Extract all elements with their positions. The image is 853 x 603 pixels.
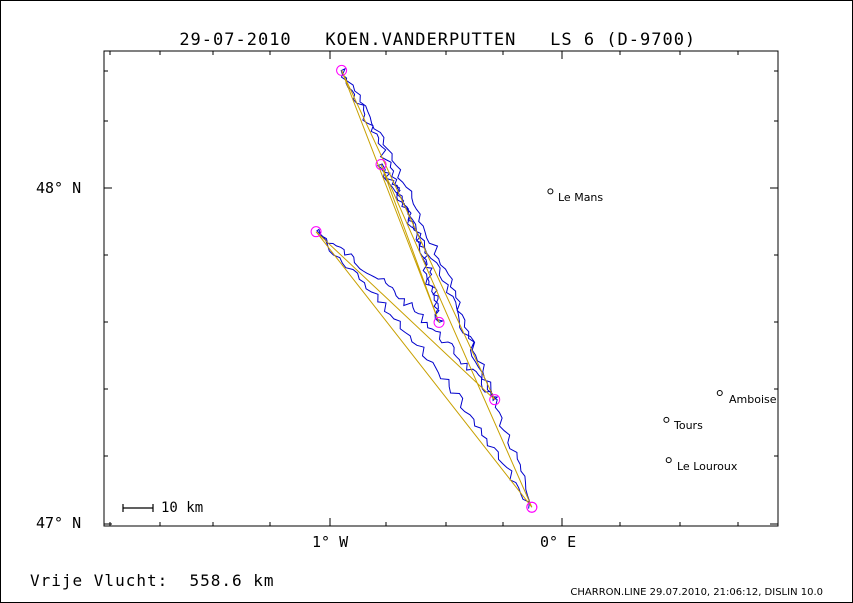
glider-name: LS 6 (D-9700) xyxy=(550,30,697,50)
scale-bar-label: 10 km xyxy=(161,500,204,516)
city-label-amboise: Amboise xyxy=(729,393,777,406)
free-flight-distance: Vrije Vlucht: 558.6 km xyxy=(30,571,275,590)
turnpoint-marker xyxy=(526,501,538,513)
turnpoint-marker xyxy=(433,316,445,328)
city-label-le-louroux: Le Louroux xyxy=(677,460,738,473)
city-marker xyxy=(716,389,723,396)
city-marker xyxy=(665,457,672,464)
city-marker xyxy=(663,416,670,423)
plot-border xyxy=(103,50,779,527)
pilot-name: KOEN.VANDERPUTTEN xyxy=(325,30,517,50)
turnpoint-marker xyxy=(336,64,348,76)
city-marker xyxy=(547,188,554,195)
city-label-le-mans: Le Mans xyxy=(558,191,604,204)
city-markers xyxy=(547,188,723,464)
lon-label-0e: 0° E xyxy=(540,533,577,551)
turnpoint-marker xyxy=(489,394,501,406)
page-title: 29-07-2010 KOEN.VANDERPUTTEN LS 6 (D-970… xyxy=(0,10,853,50)
turnpoints xyxy=(310,64,538,513)
lat-label-47: 47° N xyxy=(36,514,82,532)
task-line xyxy=(315,70,533,508)
axis-ticks xyxy=(104,51,778,526)
flight-date: 29-07-2010 xyxy=(179,30,292,50)
city-label-tours: Tours xyxy=(674,419,703,432)
turnpoint-marker xyxy=(310,226,322,238)
scale-bar xyxy=(122,504,154,512)
lon-label-1w: 1° W xyxy=(312,533,349,551)
plot-credit: CHARRON.LINE 29.07.2010, 21:06:12, DISLI… xyxy=(570,587,823,598)
turnpoint-marker xyxy=(375,158,387,170)
lat-label-48: 48° N xyxy=(36,179,82,197)
flight-track xyxy=(316,67,533,509)
